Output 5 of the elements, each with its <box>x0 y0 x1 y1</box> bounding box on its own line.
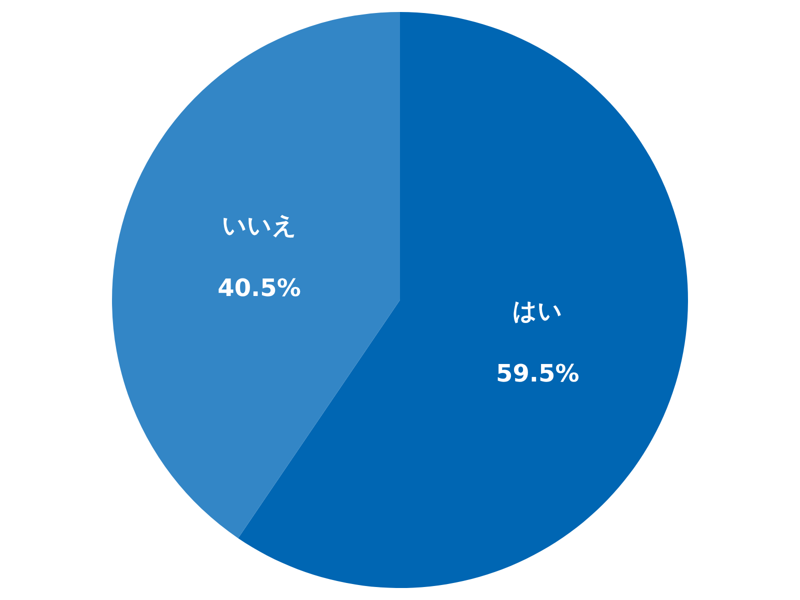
data-label: 59.5% <box>496 360 580 388</box>
data-label: 40.5% <box>218 274 301 302</box>
slice-label: いいえ <box>222 212 297 240</box>
pie-slice <box>112 12 400 538</box>
slice-label: はい <box>512 297 563 326</box>
